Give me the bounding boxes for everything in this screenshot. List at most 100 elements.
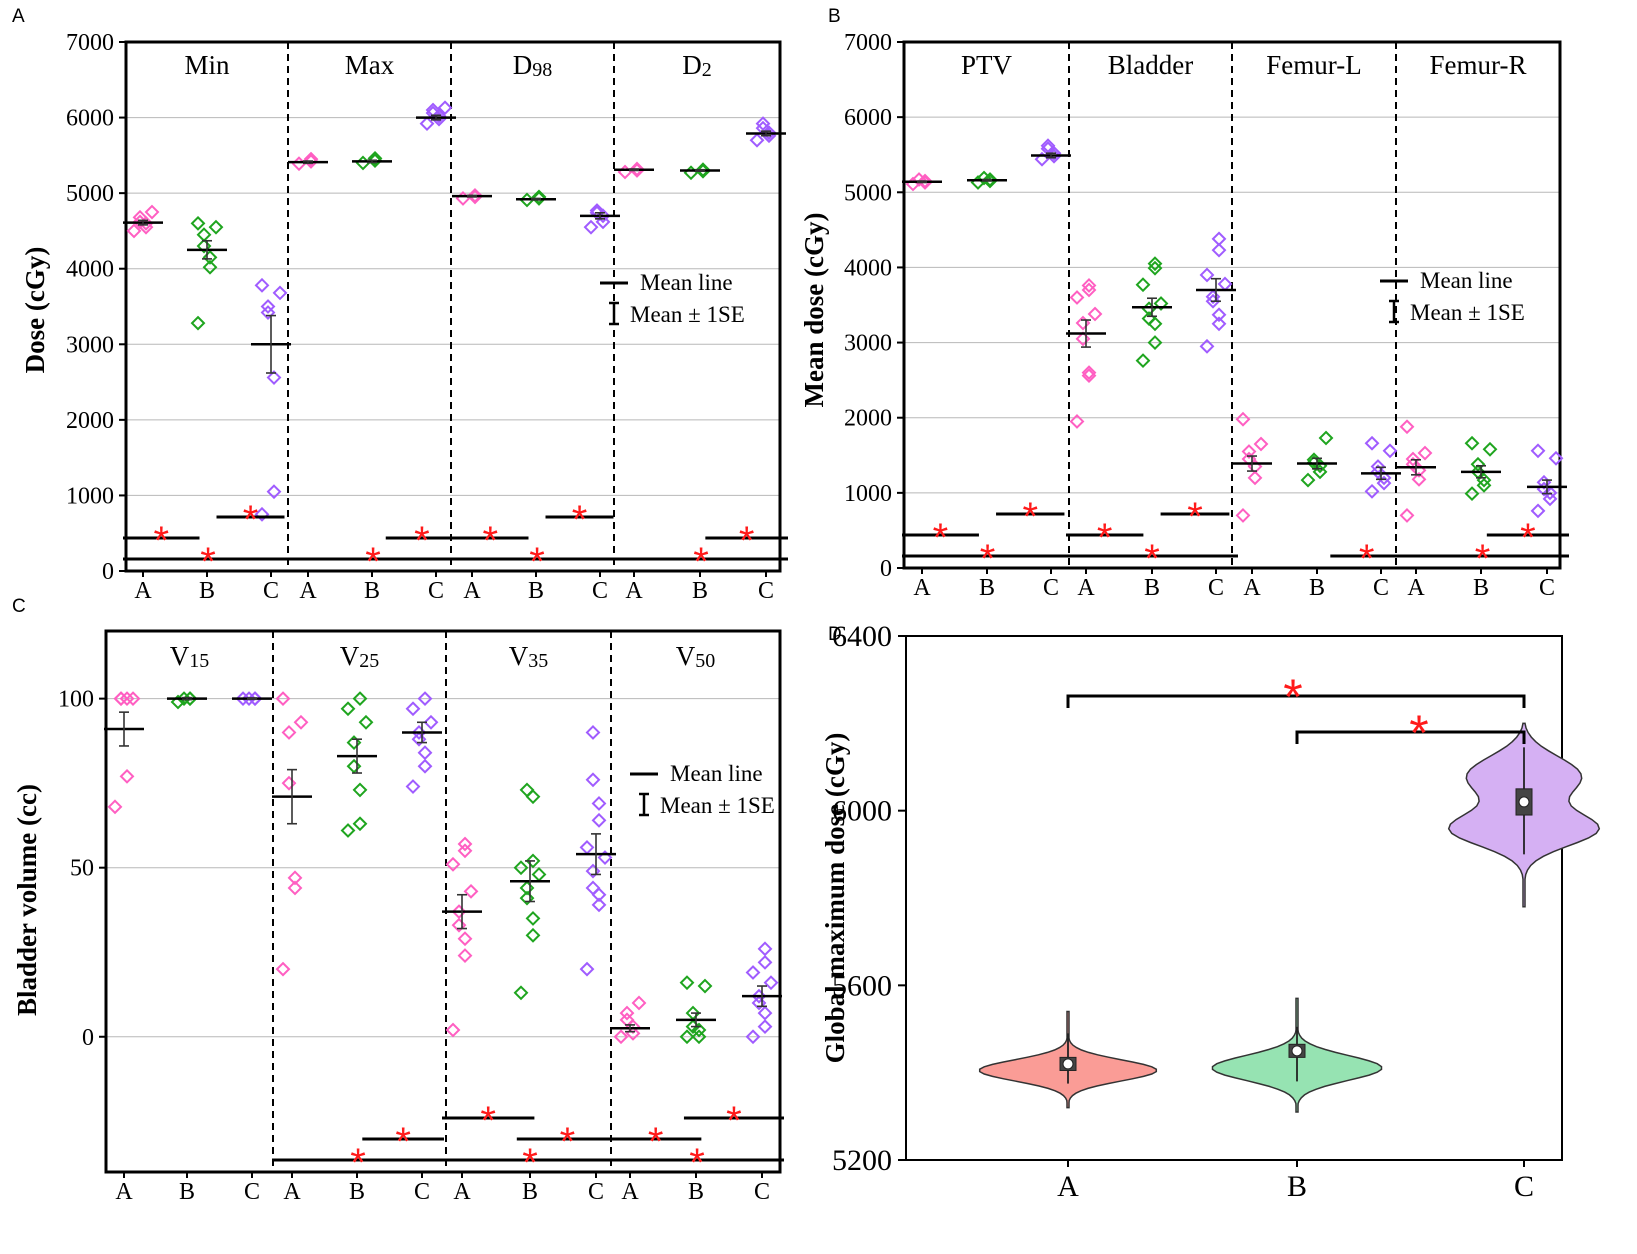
- group-title-subscript: 98: [532, 59, 552, 81]
- data-point: [451, 904, 467, 920]
- significance-star: *: [200, 540, 216, 584]
- data-point: [266, 370, 282, 385]
- data-point: [1087, 306, 1103, 322]
- data-point: [1530, 503, 1546, 519]
- data-point: [287, 880, 303, 896]
- data-point: [1147, 256, 1163, 272]
- data-point: [1135, 277, 1151, 293]
- panel-d: D 5200 5600 6000 6400 Global maximum dose (cG…: [820, 620, 1601, 1203]
- significance-star: *: [1022, 495, 1038, 539]
- group-title-main: Bladder: [1108, 50, 1193, 80]
- group-title-main: Max: [345, 50, 395, 80]
- data-point: [202, 259, 218, 275]
- group-title-subscript: 50: [695, 650, 715, 672]
- data-point: [617, 164, 633, 180]
- data-point: [455, 191, 471, 206]
- data-point: [281, 725, 297, 740]
- significance-star: *: [560, 1120, 576, 1164]
- significance-star: *: [980, 537, 996, 581]
- significance-star: *: [739, 519, 755, 563]
- significance-bracket: [1066, 694, 1526, 708]
- x-tick-label: B: [1287, 1170, 1307, 1203]
- data-point: [531, 191, 547, 206]
- data-point: [683, 165, 699, 181]
- group-title-main: V: [340, 641, 360, 671]
- data-point: [1300, 472, 1316, 488]
- group-title: Min: [184, 50, 230, 80]
- data-point: [405, 779, 421, 794]
- group-title: Femur-L: [1266, 50, 1361, 80]
- data-point: [619, 1012, 635, 1028]
- significance-star: *: [1359, 537, 1375, 581]
- y-tick-label: 7000: [66, 30, 114, 56]
- y-tick-label: 0: [102, 559, 114, 585]
- data-point: [629, 161, 645, 177]
- group-title: Max: [345, 50, 395, 80]
- y-tick-label: 0: [82, 1025, 94, 1051]
- data-point: [208, 219, 224, 235]
- data-point: [917, 173, 933, 189]
- data-point: [1211, 242, 1227, 258]
- data-point: [1199, 267, 1215, 283]
- group-title: Bladder: [1108, 50, 1193, 80]
- data-point: [1417, 445, 1433, 461]
- data-point: [519, 890, 535, 906]
- x-tick-label: B: [522, 1179, 538, 1205]
- data-point: [745, 1029, 761, 1045]
- data-point: [144, 204, 160, 220]
- data-point: [1318, 430, 1334, 446]
- data-point: [190, 215, 206, 231]
- x-tick-label: B: [179, 1179, 195, 1205]
- data-point: [519, 880, 535, 896]
- data-point: [757, 1019, 773, 1035]
- data-point: [1241, 444, 1257, 459]
- x-tick-label: A: [283, 1179, 301, 1205]
- data-point: [1464, 435, 1480, 451]
- data-point: [757, 1005, 773, 1021]
- significance-star: *: [693, 540, 709, 584]
- group-title-subscript: 15: [189, 650, 209, 672]
- significance-star: *: [648, 1120, 664, 1164]
- data-point: [275, 961, 291, 977]
- legend-mean-se: Mean ± 1SE: [630, 302, 745, 327]
- data-point: [1530, 443, 1546, 459]
- data-point: [266, 484, 282, 500]
- data-point: [513, 985, 529, 1001]
- significance-star: *: [365, 540, 381, 584]
- data-point: [190, 315, 206, 331]
- data-point: [445, 856, 461, 872]
- significance-bracket: [1295, 730, 1526, 744]
- y-axis-label: Dose (cGy): [20, 247, 50, 374]
- x-tick-label: B: [688, 1179, 704, 1205]
- group-title-subscript: 25: [359, 650, 379, 672]
- significance-star: *: [1409, 705, 1428, 761]
- significance-star: *: [1097, 516, 1113, 560]
- x-tick-label: A: [299, 578, 317, 604]
- x-tick-label: B: [349, 1179, 365, 1205]
- data-point: [749, 132, 765, 148]
- group-title-main: Femur-R: [1430, 50, 1527, 80]
- group-title-main: D: [682, 50, 702, 80]
- data-point: [303, 153, 319, 169]
- data-point: [525, 927, 541, 943]
- data-point: [525, 853, 541, 869]
- x-tick-label: B: [692, 578, 708, 604]
- x-tick-label: C: [1539, 575, 1555, 601]
- data-point: [457, 843, 473, 859]
- significance-star: *: [395, 1120, 411, 1164]
- data-point: [457, 948, 473, 964]
- data-point: [1482, 441, 1498, 457]
- data-point: [367, 153, 383, 169]
- violin-median: [1291, 1045, 1303, 1057]
- x-tick-label: B: [364, 578, 380, 604]
- data-point: [595, 214, 611, 230]
- data-point: [585, 880, 601, 896]
- data-point: [411, 731, 427, 747]
- y-tick-label: 50: [70, 856, 94, 882]
- significance-star: *: [689, 1141, 705, 1185]
- data-point: [303, 151, 319, 167]
- significance-star: *: [1520, 516, 1536, 560]
- data-point: [202, 249, 218, 265]
- legend-mean-se: Mean ± 1SE: [660, 793, 775, 818]
